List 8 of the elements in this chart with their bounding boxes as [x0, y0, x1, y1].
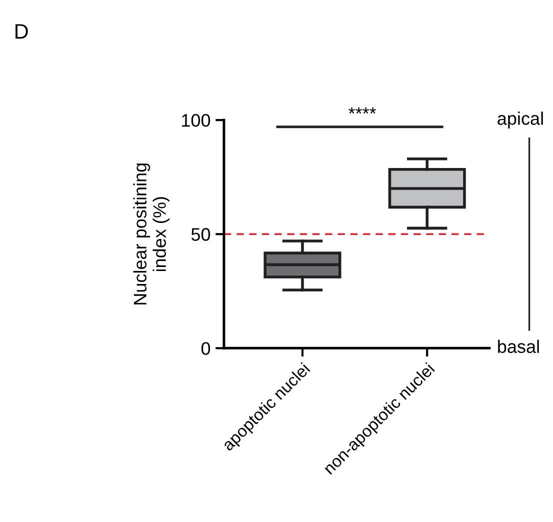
text: D [16, 24, 28, 39]
text: basal [498, 340, 539, 354]
y-tick-label: 0 [201, 342, 210, 355]
y-tick-label: 100 [182, 114, 210, 127]
y-tick-label: 50 [191, 228, 210, 241]
text: apical [498, 112, 543, 128]
y-axis-title: Nuclear positining index (%) [133, 164, 170, 304]
text: **** [348, 107, 376, 114]
